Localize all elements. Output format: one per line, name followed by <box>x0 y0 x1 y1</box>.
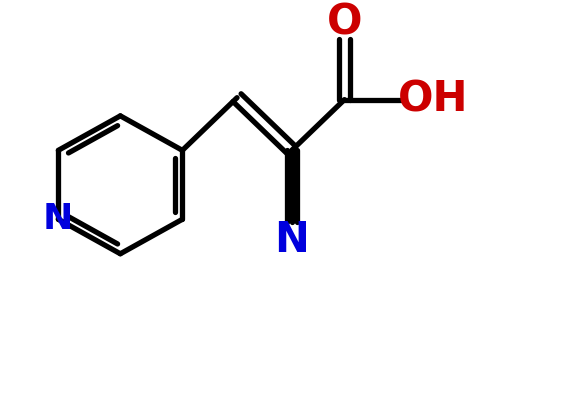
Text: N: N <box>274 219 309 261</box>
Text: N: N <box>43 202 73 236</box>
Text: OH: OH <box>398 79 469 120</box>
Text: O: O <box>327 1 362 44</box>
